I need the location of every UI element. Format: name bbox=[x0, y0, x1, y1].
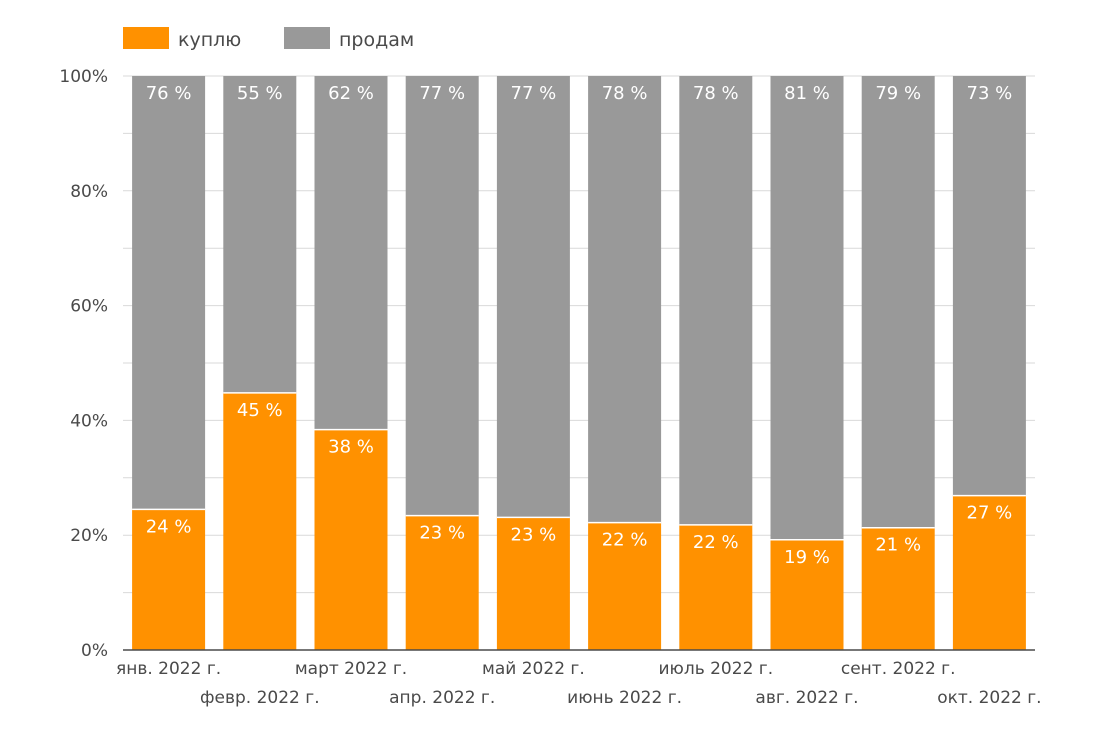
x-category-label: июнь 2022 г. bbox=[567, 688, 682, 708]
bar-sell bbox=[405, 76, 479, 516]
x-axis-labels: янв. 2022 г. февр. 2022 г. март 2022 г. апр… bbox=[116, 659, 1042, 708]
legend-label-sell: продам bbox=[339, 29, 414, 51]
bar-buy bbox=[679, 524, 753, 650]
bar-label-buy: 27 % bbox=[967, 503, 1013, 524]
bar-sell bbox=[496, 76, 570, 518]
x-category-label: сент. 2022 г. bbox=[841, 659, 956, 679]
bar-buy bbox=[132, 509, 206, 650]
legend: куплю продам bbox=[123, 27, 414, 51]
legend-label-buy: куплю bbox=[178, 29, 241, 51]
y-tick-label: 0% bbox=[81, 641, 108, 661]
bar-label-sell: 77 % bbox=[511, 83, 557, 104]
x-category-label: авг. 2022 г. bbox=[755, 688, 858, 708]
bar-label-buy: 45 % bbox=[237, 400, 283, 421]
bar-label-buy: 19 % bbox=[784, 547, 830, 568]
bar-sell bbox=[952, 76, 1026, 496]
bar-label-sell: 78 % bbox=[602, 83, 648, 104]
bar-label-buy: 23 % bbox=[511, 524, 557, 545]
x-category-label: июль 2022 г. bbox=[658, 659, 773, 679]
bar-label-sell: 78 % bbox=[693, 83, 739, 104]
bar-label-sell: 55 % bbox=[237, 83, 283, 104]
bar-label-buy: 22 % bbox=[693, 532, 739, 553]
bar-sell bbox=[679, 76, 753, 525]
bar-sell bbox=[223, 76, 297, 393]
x-category-label: февр. 2022 г. bbox=[200, 688, 320, 708]
x-category-label: янв. 2022 г. bbox=[116, 659, 221, 679]
bar-labels: 24 % 76 % 45 % 55 % 38 % 62 % 23 % 77 % 23 % 77 %… bbox=[146, 83, 1013, 568]
bar-label-sell: 73 % bbox=[967, 83, 1013, 104]
bar-buy bbox=[223, 392, 297, 650]
bar-label-sell: 76 % bbox=[146, 83, 192, 104]
bar-label-buy: 24 % bbox=[146, 516, 192, 537]
bar-label-buy: 21 % bbox=[875, 535, 921, 556]
bar-label-sell: 77 % bbox=[419, 83, 465, 104]
bars bbox=[132, 76, 1026, 650]
legend-swatch-buy bbox=[123, 27, 169, 49]
legend-swatch-sell bbox=[284, 27, 330, 49]
x-category-label: окт. 2022 г. bbox=[937, 688, 1041, 708]
bar-label-sell: 79 % bbox=[875, 83, 921, 104]
y-axis-ticks: 0% 20% 40% 60% 80% 100% bbox=[59, 67, 108, 661]
y-tick-label: 20% bbox=[70, 526, 108, 546]
bar-buy bbox=[861, 527, 935, 650]
x-category-label: март 2022 г. bbox=[295, 659, 407, 679]
bar-label-buy: 23 % bbox=[419, 523, 465, 544]
bar-buy bbox=[588, 522, 662, 650]
bar-label-sell: 62 % bbox=[328, 83, 374, 104]
bar-buy bbox=[405, 515, 479, 650]
y-tick-label: 60% bbox=[70, 297, 108, 317]
bar-sell bbox=[132, 76, 206, 510]
y-tick-label: 80% bbox=[70, 182, 108, 202]
bar-sell bbox=[861, 76, 935, 528]
bar-buy bbox=[496, 517, 570, 650]
x-category-label: май 2022 г. bbox=[482, 659, 585, 679]
bar-label-buy: 22 % bbox=[602, 530, 648, 551]
x-category-label: апр. 2022 г. bbox=[389, 688, 495, 708]
bar-buy bbox=[952, 495, 1026, 650]
bar-buy bbox=[770, 539, 844, 650]
bar-sell bbox=[588, 76, 662, 523]
bar-sell bbox=[770, 76, 844, 540]
y-tick-label: 100% bbox=[59, 67, 108, 87]
bar-sell bbox=[314, 76, 388, 430]
bar-label-sell: 81 % bbox=[784, 83, 830, 104]
bar-buy bbox=[314, 429, 388, 650]
bar-label-buy: 38 % bbox=[328, 437, 374, 458]
y-tick-label: 40% bbox=[70, 411, 108, 431]
